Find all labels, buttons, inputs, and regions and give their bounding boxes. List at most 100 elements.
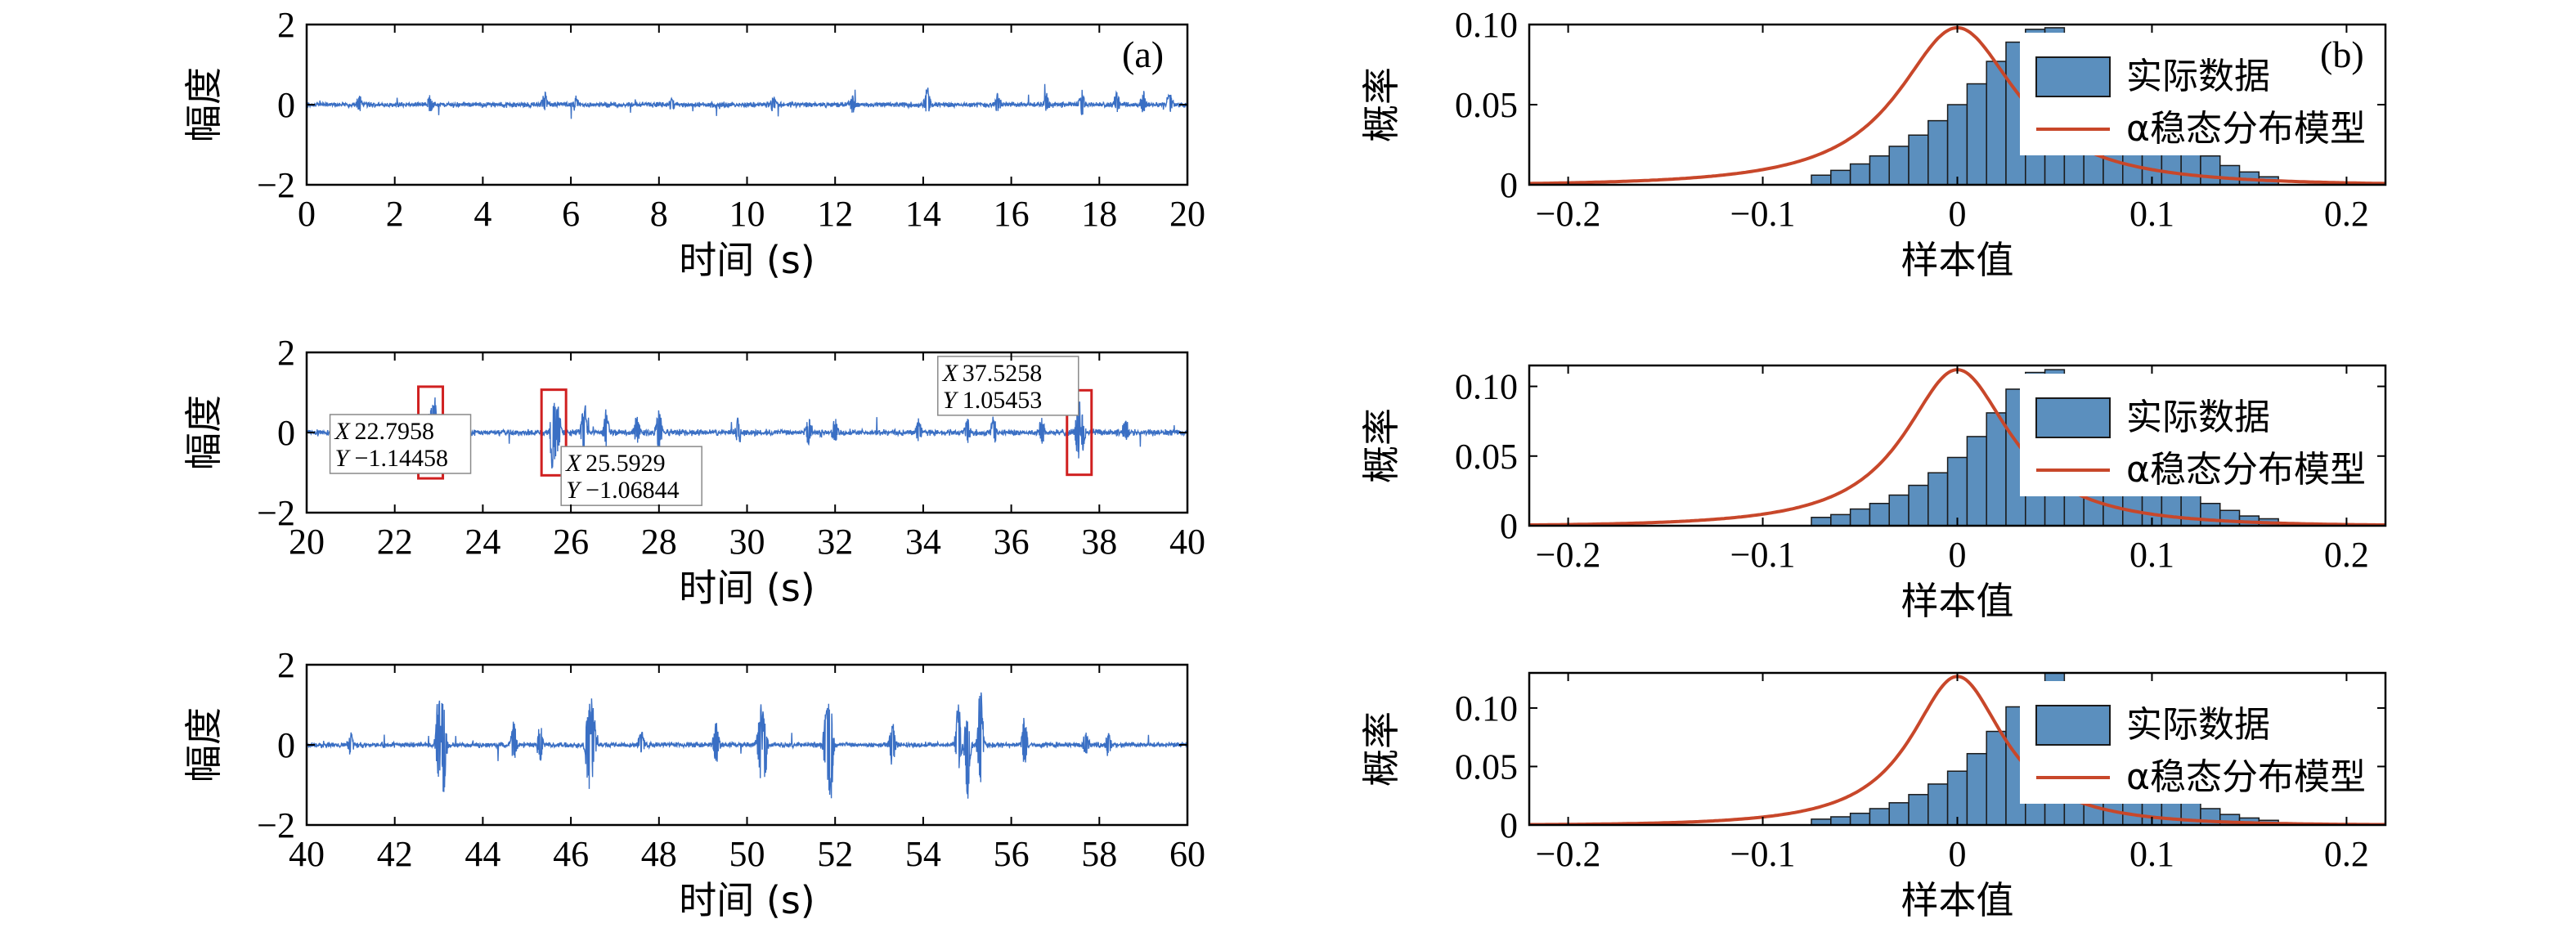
x-tick-label: 52 bbox=[817, 834, 853, 874]
legend-label-data: 实际数据 bbox=[2126, 397, 2270, 438]
y-tick-label: 0.05 bbox=[1455, 85, 1518, 125]
y-tick-label: 0.05 bbox=[1455, 437, 1518, 477]
y-tick-label: −2 bbox=[257, 493, 295, 533]
histogram-bar bbox=[1928, 783, 1949, 825]
x-tick-label: 46 bbox=[553, 834, 589, 874]
data-tip-box bbox=[560, 446, 702, 506]
signal-line bbox=[307, 692, 1187, 799]
x-tick-label: 18 bbox=[1081, 194, 1117, 234]
data-tip-x-value: 22.7958 bbox=[355, 418, 435, 445]
x-tick-label: 0 bbox=[1949, 834, 1967, 874]
histogram-bar bbox=[1811, 517, 1832, 526]
legend: 实际数据 α稳态分布模型 bbox=[2020, 33, 2366, 155]
x-tick-label: 0.1 bbox=[2129, 194, 2174, 234]
x-tick-label: 44 bbox=[464, 834, 500, 874]
x-tick-label: 20 bbox=[289, 522, 325, 562]
x-tick-label: 40 bbox=[289, 834, 325, 874]
x-tick-label: 50 bbox=[729, 834, 765, 874]
x-tick-label: −0.1 bbox=[1730, 834, 1796, 874]
x-axis-label: 样本值 bbox=[1901, 579, 2014, 623]
x-axis-label: 样本值 bbox=[1901, 238, 2014, 282]
x-tick-label: 12 bbox=[817, 194, 853, 234]
histogram-bar bbox=[2219, 164, 2241, 185]
x-tick-label: 54 bbox=[905, 834, 941, 874]
histogram-bar bbox=[1888, 802, 1910, 825]
y-tick-label: −2 bbox=[257, 165, 295, 205]
chart-panel-4: 实际数据 α稳态分布模型 −0.2 −0.1 0 0.1 0.2 0 0.05 0.10 样本值 概率… bbox=[1359, 5, 2387, 282]
histogram-bar bbox=[1986, 730, 2007, 825]
x-tick-label: 40 bbox=[1169, 522, 1205, 562]
histogram-bar bbox=[1869, 808, 1890, 825]
x-tick-label: 6 bbox=[562, 194, 580, 234]
data-tip-box bbox=[937, 356, 1079, 416]
y-tick-label: 2 bbox=[277, 333, 295, 373]
x-tick-label: 22 bbox=[377, 522, 413, 562]
y-axis-label: 概率 bbox=[1359, 67, 1403, 142]
histogram-bar bbox=[2200, 502, 2221, 526]
x-tick-label: 10 bbox=[729, 194, 765, 234]
data-tip-x-label: X bbox=[334, 418, 352, 445]
x-tick-label: 48 bbox=[641, 834, 677, 874]
histogram-bar bbox=[1869, 502, 1890, 526]
y-tick-label: 0 bbox=[277, 725, 295, 765]
x-axis-label: 时间 (s) bbox=[679, 238, 815, 282]
plot-area bbox=[307, 83, 1187, 119]
data-tip-x-label: X bbox=[942, 360, 959, 387]
y-tick-label: 0.10 bbox=[1455, 367, 1518, 407]
x-tick-label: 36 bbox=[994, 522, 1030, 562]
data-tip-x-label: X bbox=[565, 450, 582, 477]
legend-label-model: α稳态分布模型 bbox=[2126, 449, 2366, 491]
x-tick-label: 20 bbox=[1169, 194, 1205, 234]
histogram-bar bbox=[1849, 812, 1871, 825]
histogram-bar bbox=[1928, 119, 1949, 185]
histogram-bar bbox=[1908, 794, 1929, 825]
x-tick-label: 0 bbox=[1949, 194, 1967, 234]
chart-panel-3: 40 42 44 46 48 50 52 54 56 58 60 −2 0 2 时间 (s) 幅度 bbox=[182, 645, 1205, 922]
annotation-highlight-box bbox=[540, 388, 568, 477]
histogram-bar bbox=[1849, 508, 1871, 526]
histogram-bar bbox=[1830, 169, 1851, 185]
x-tick-label: 0.2 bbox=[2324, 535, 2369, 575]
data-tip-y-label: Y bbox=[335, 445, 352, 472]
legend-label-model: α稳态分布模型 bbox=[2126, 108, 2366, 150]
y-tick-label: 0.10 bbox=[1455, 5, 1518, 45]
data-tip-y-value: 1.05453 bbox=[963, 387, 1043, 414]
y-tick-label: 2 bbox=[277, 5, 295, 45]
x-tick-label: 30 bbox=[729, 522, 765, 562]
legend-label-model: α稳态分布模型 bbox=[2126, 756, 2366, 798]
x-tick-label: 4 bbox=[473, 194, 491, 234]
y-tick-label: 2 bbox=[277, 645, 295, 685]
y-tick-label: −2 bbox=[257, 805, 295, 845]
y-axis-label: 概率 bbox=[1359, 711, 1403, 787]
histogram-bar bbox=[1946, 456, 1968, 526]
histogram-bar bbox=[1966, 83, 1987, 185]
legend: 实际数据 α稳态分布模型 bbox=[2020, 374, 2366, 496]
x-tick-label: 0.1 bbox=[2129, 535, 2174, 575]
panel-label: (a) bbox=[1122, 34, 1164, 75]
legend-label-data: 实际数据 bbox=[2126, 56, 2270, 97]
histogram-bar bbox=[2200, 155, 2221, 185]
histogram-bar bbox=[1986, 61, 2007, 185]
legend-label-data: 实际数据 bbox=[2126, 704, 2270, 746]
data-tip-y-value: −1.14458 bbox=[355, 445, 448, 472]
x-tick-label: 24 bbox=[464, 522, 500, 562]
legend-swatch-bar bbox=[2035, 705, 2111, 746]
x-tick-label: 8 bbox=[650, 194, 668, 234]
x-axis-label: 样本值 bbox=[1901, 878, 2014, 922]
y-tick-label: 0.05 bbox=[1455, 746, 1518, 787]
data-tip-x-value: 25.5929 bbox=[586, 450, 666, 477]
data-tip-y-label: Y bbox=[943, 387, 959, 414]
y-axis-label: 幅度 bbox=[182, 67, 226, 142]
histogram-bar bbox=[1966, 436, 1987, 526]
histogram-bar bbox=[2219, 509, 2241, 526]
x-tick-label: 2 bbox=[386, 194, 404, 234]
x-tick-label: 58 bbox=[1081, 834, 1117, 874]
x-tick-label: 0 bbox=[1949, 535, 1967, 575]
legend-swatch-bar bbox=[2035, 56, 2111, 97]
x-tick-label: 0.1 bbox=[2129, 834, 2174, 874]
